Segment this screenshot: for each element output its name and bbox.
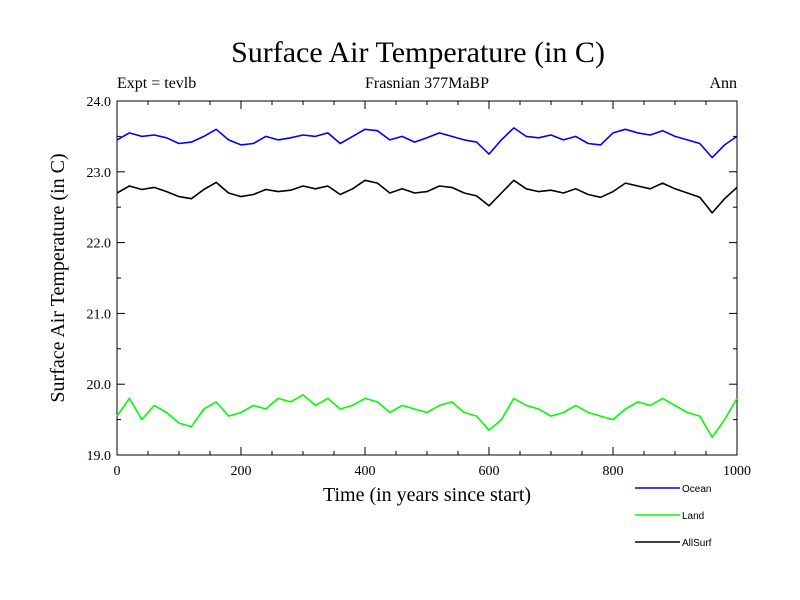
x-axis: 0 200 400 600 800 1000 — [114, 101, 751, 479]
legend-label-ocean: Ocean — [682, 484, 711, 495]
series-line-ocean — [116, 127, 738, 159]
series-line-allsurf — [116, 179, 738, 214]
y-tick-label: 23.0 — [87, 166, 112, 181]
x-axis-label: Time (in years since start) — [323, 484, 531, 506]
season-label: Ann — [709, 75, 737, 92]
legend-label-land: Land — [682, 511, 704, 522]
y-tick-label: 21.0 — [87, 307, 112, 322]
x-tick-label: 400 — [355, 464, 376, 479]
series-lines — [116, 127, 738, 439]
legend-label-allsurf: AllSurf — [682, 538, 712, 549]
y-axis-label: Surface Air Temperature (in C) — [47, 153, 69, 402]
y-tick-label: 24.0 — [87, 95, 112, 110]
experiment-label: Expt = tevlb — [117, 75, 196, 92]
legend: Ocean Land AllSurf — [635, 484, 712, 549]
x-tick-label: 800 — [603, 464, 624, 479]
period-label: Frasnian 377MaBP — [365, 75, 489, 92]
series-line-land — [116, 393, 738, 439]
chart-title: Surface Air Temperature (in C) — [231, 36, 605, 69]
y-axis: 19.0 20.0 21.0 22.0 23.0 24.0 — [87, 95, 737, 464]
plot-frame — [116, 100, 738, 456]
y-tick-label: 20.0 — [87, 378, 112, 393]
x-tick-label: 0 — [114, 464, 121, 479]
y-tick-label: 19.0 — [87, 449, 112, 464]
y-tick-label: 22.0 — [87, 237, 112, 252]
x-tick-label: 1000 — [723, 464, 751, 479]
x-tick-label: 200 — [231, 464, 252, 479]
x-tick-label: 600 — [479, 464, 500, 479]
